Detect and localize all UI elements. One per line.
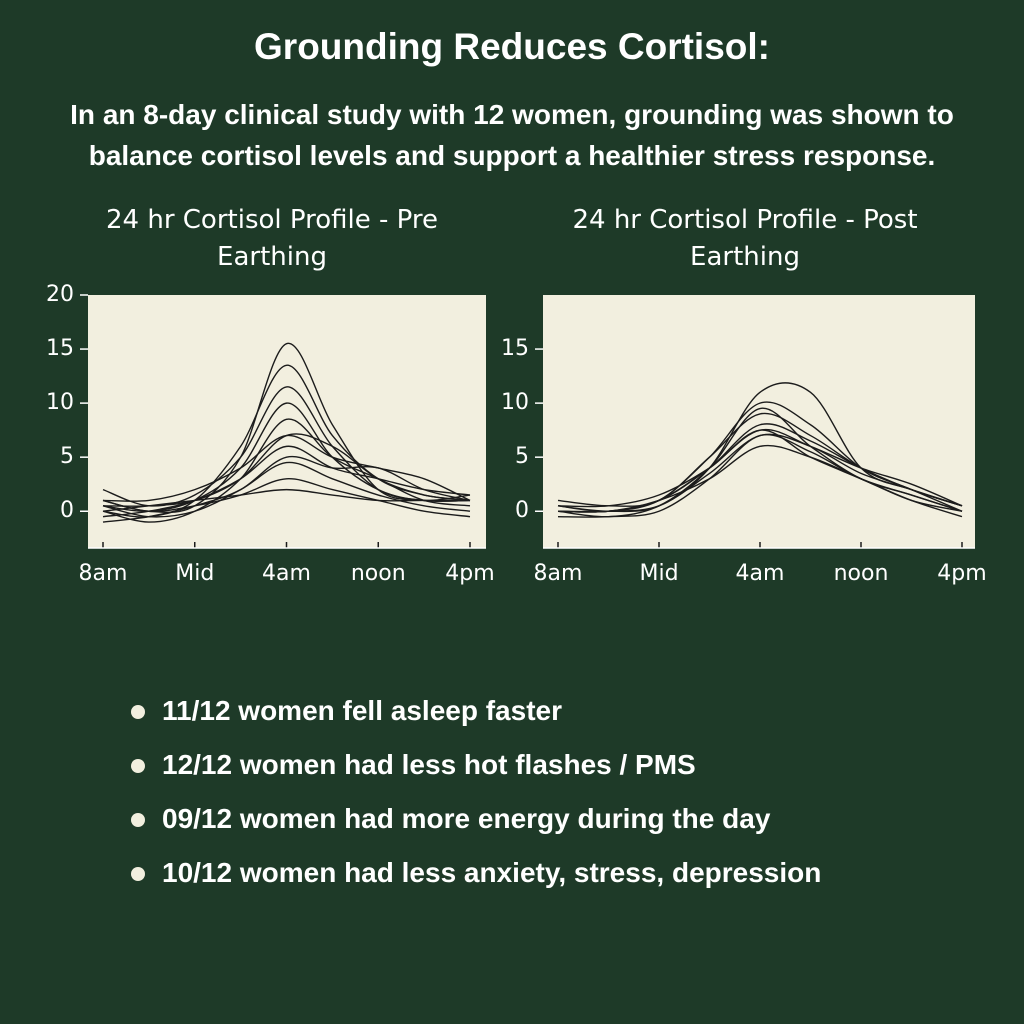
x-tick-label: noon	[834, 561, 889, 586]
line	[102, 455, 471, 523]
plot-area	[88, 295, 486, 548]
x-tick-label: 4am	[736, 561, 785, 586]
bullet-dot	[131, 759, 145, 773]
x-tick-label: 8am	[534, 561, 583, 586]
line	[102, 418, 471, 523]
x-tick-label: 4am	[262, 561, 311, 586]
x-tick-label: Mid	[175, 561, 214, 586]
line	[102, 445, 471, 518]
y-tick-label: 15	[501, 336, 529, 361]
line	[557, 429, 963, 512]
x-tick-label: 8am	[79, 561, 128, 586]
line	[102, 402, 471, 513]
x-tick-label: noon	[351, 561, 406, 586]
line	[557, 433, 963, 513]
title: Grounding Reduces Cortisol:	[254, 26, 770, 67]
chart-title: 24 hr Cortisol Profile - Post Earthing	[572, 205, 918, 272]
y-tick-label: 15	[46, 336, 74, 361]
y-tick-label: 0	[60, 498, 74, 523]
subtitle: In an 8-day clinical study with 12 women…	[70, 99, 954, 171]
line	[102, 433, 471, 507]
y-tick-label: 5	[515, 444, 529, 469]
line	[102, 478, 471, 518]
bullet-dot	[131, 813, 145, 827]
y-tick-label: 10	[501, 390, 529, 415]
bullet-dot	[131, 867, 145, 881]
plot-area	[543, 295, 975, 548]
x-tick-label: 4pm	[937, 561, 986, 586]
y-tick-label: 0	[515, 498, 529, 523]
line	[102, 461, 471, 518]
line	[102, 488, 470, 512]
x-tick-label: Mid	[639, 561, 678, 586]
y-tick-label: 10	[46, 390, 74, 415]
chart-title: 24 hr Cortisol Profile - Pre Earthing	[106, 205, 438, 272]
bullet-text: 09/12 women had more energy during the d…	[162, 803, 771, 834]
bullet-text: 12/12 women had less hot flashes / PMS	[162, 749, 696, 780]
y-tick-label: 5	[60, 444, 74, 469]
bullet-dot	[131, 705, 145, 719]
bullet-text: 11/12 women fell asleep faster	[162, 695, 562, 726]
x-tick-label: 4pm	[445, 561, 494, 586]
y-tick-label: 20	[46, 282, 74, 307]
bullet-text: 10/12 women had less anxiety, stress, de…	[162, 857, 822, 888]
